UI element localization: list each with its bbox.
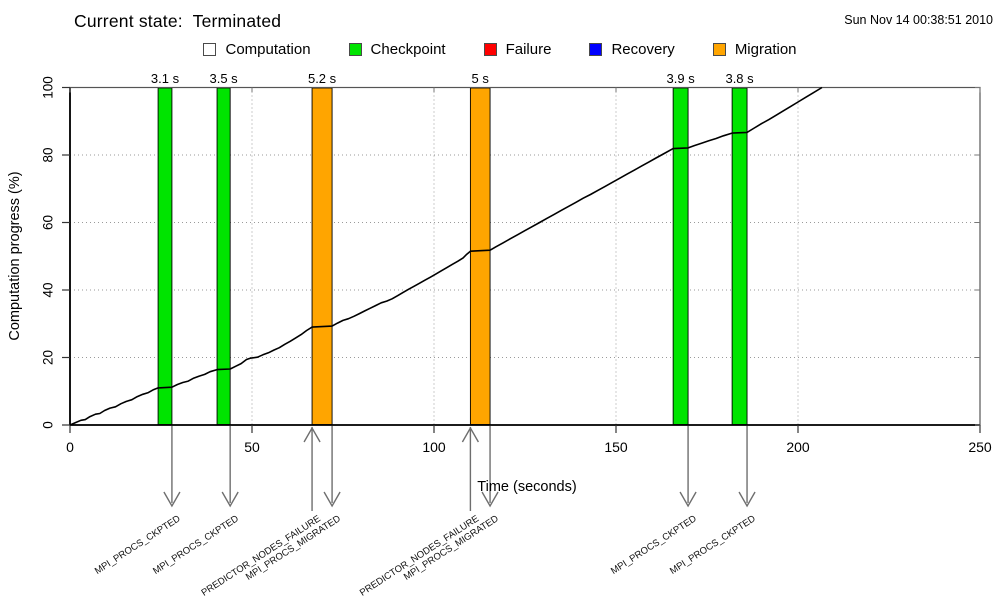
arrow-down-icon <box>738 491 756 508</box>
checkpoint-bar <box>216 87 231 425</box>
legend-label: Migration <box>734 41 797 58</box>
checkpoint-bar <box>672 87 689 425</box>
y-tick-label: 60 <box>41 215 56 230</box>
migration-bar <box>469 87 491 425</box>
computation-progress-line <box>69 86 823 426</box>
arrow-down-icon <box>163 491 181 508</box>
arrow-up-icon <box>303 426 321 443</box>
event-duration-label: 3.5 s <box>210 71 239 86</box>
legend-label: Checkpoint <box>370 41 446 58</box>
timestamp: Sun Nov 14 00:38:51 2010 <box>844 13 993 27</box>
legend: Computation Checkpoint Failure Recovery Migr… <box>0 41 1000 58</box>
legend-label: Computation <box>225 41 311 58</box>
checkpoint-swatch-icon <box>348 43 362 56</box>
event-duration-label: 5.2 s <box>308 71 337 86</box>
event-duration-label: 3.1 s <box>151 71 180 86</box>
y-tick-label: 80 <box>41 147 56 162</box>
migration-swatch-icon <box>712 43 726 56</box>
migration-bar <box>311 87 333 425</box>
event-duration-label: 3.8 s <box>725 71 754 86</box>
x-tick-label: 150 <box>604 439 628 455</box>
event-name-label: MPI_PROCS_MIGRATED <box>244 513 343 583</box>
legend-label: Recovery <box>611 41 675 58</box>
event-duration-label: 3.9 s <box>667 71 696 86</box>
x-tick-label: 200 <box>786 439 810 455</box>
x-tick-label: 100 <box>422 439 446 455</box>
arrow-down-icon <box>323 491 341 508</box>
arrow-down-icon <box>481 491 499 508</box>
computation-swatch-icon <box>203 43 217 56</box>
y-tick-label: 0 <box>41 421 56 429</box>
x-axis-title: Time (seconds) <box>477 479 577 495</box>
y-tick-label: 40 <box>41 282 56 297</box>
legend-item-recovery: Recovery <box>589 41 675 58</box>
legend-item-failure: Failure <box>483 41 552 58</box>
failure-swatch-icon <box>483 43 497 56</box>
x-tick-label: 250 <box>968 439 992 455</box>
arrow-down-icon <box>679 491 697 508</box>
checkpoint-bar <box>731 87 748 425</box>
legend-item-checkpoint: Checkpoint <box>348 41 446 58</box>
arrow-up-icon <box>461 426 480 443</box>
arrow-down-icon <box>221 491 239 508</box>
legend-item-migration: Migration <box>712 41 797 58</box>
event-duration-label: 5 s <box>472 71 490 86</box>
y-tick-label: 100 <box>41 76 56 99</box>
event-name-label: MPI_PROCS_MIGRATED <box>402 513 501 583</box>
checkpoint-bar <box>157 87 173 425</box>
legend-label: Failure <box>505 41 552 58</box>
event-name-label: PREDICTOR_NODES_FAILURE <box>358 513 481 598</box>
y-tick-label: 20 <box>41 350 56 365</box>
current-state-title: Current state: Terminated <box>74 11 282 31</box>
recovery-swatch-icon <box>589 43 603 56</box>
legend-item-computation: Computation <box>203 41 311 58</box>
x-tick-label: 50 <box>244 439 260 455</box>
x-tick-label: 0 <box>66 439 74 455</box>
y-axis-title: Computation progress (%) <box>7 171 23 341</box>
